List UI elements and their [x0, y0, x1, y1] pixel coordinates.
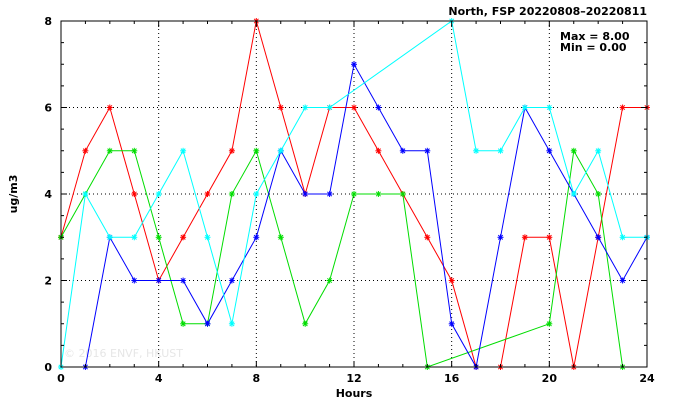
x-axis-label: Hours [336, 387, 373, 400]
data-point [253, 147, 260, 154]
data-point [253, 234, 260, 241]
data-point [326, 191, 333, 197]
data-point [326, 104, 333, 111]
data-point [204, 234, 211, 241]
data-point [375, 104, 382, 111]
y-tick-label: 8 [44, 15, 52, 28]
data-point [277, 234, 284, 241]
data-point [228, 191, 235, 197]
data-point [82, 147, 89, 154]
data-point [375, 147, 382, 154]
data-point [180, 234, 187, 241]
data-point [521, 234, 528, 241]
series-line [84, 62, 648, 369]
data-point [399, 191, 406, 197]
data-point [595, 234, 602, 241]
max-label: Max = 8.00 [560, 30, 630, 43]
y-tick-label: 4 [44, 188, 52, 201]
series-line [60, 149, 624, 368]
data-point [351, 191, 357, 197]
data-point [424, 147, 431, 154]
y-tick-label: 0 [44, 361, 52, 374]
y-tick-label: 6 [44, 102, 52, 115]
data-point [228, 277, 235, 284]
data-point [497, 147, 504, 154]
data-point [546, 234, 553, 241]
data-point [204, 191, 211, 197]
x-tick-label: 8 [253, 372, 261, 385]
data-point [351, 104, 357, 111]
data-point [619, 234, 626, 241]
data-point [424, 234, 431, 241]
chart-title: North, FSP 20220808–20220811 [448, 5, 647, 18]
data-point [204, 320, 211, 327]
x-tick-label: 24 [639, 372, 655, 385]
data-point [131, 191, 138, 197]
data-point [106, 234, 113, 241]
data-point [546, 104, 553, 111]
x-tick-label: 20 [542, 372, 558, 385]
data-point [595, 191, 602, 197]
series-2 [58, 147, 626, 370]
data-point [106, 104, 113, 111]
min-label: Min = 0.00 [560, 41, 627, 54]
data-point [131, 147, 138, 154]
data-point [131, 234, 138, 241]
data-point [155, 191, 162, 197]
data-point [351, 61, 357, 68]
data-point [302, 320, 309, 327]
data-point [253, 191, 260, 197]
data-point [180, 320, 187, 327]
data-point [82, 191, 89, 197]
data-point [375, 191, 382, 197]
x-tick-label: 4 [155, 372, 163, 385]
data-point [228, 147, 235, 154]
data-point [521, 104, 528, 111]
data-point [619, 277, 626, 284]
watermark: © 2016 ENVF, HKUST [64, 347, 183, 360]
data-point [546, 147, 553, 154]
data-point [302, 191, 309, 197]
data-point [326, 277, 333, 284]
data-point [570, 191, 577, 197]
data-point [399, 147, 406, 154]
data-point [228, 320, 235, 327]
data-point [595, 147, 602, 154]
data-point [106, 147, 113, 154]
data-point [570, 147, 577, 154]
data-point [546, 320, 553, 327]
y-axis-label: ug/m3 [7, 175, 20, 214]
x-tick-label: 0 [57, 372, 65, 385]
data-point [497, 234, 504, 241]
x-tick-label: 16 [444, 372, 460, 385]
x-tick-label: 12 [346, 372, 361, 385]
data-point [277, 147, 284, 154]
data-point [619, 104, 626, 111]
data-point [473, 147, 480, 154]
data-point [448, 277, 455, 284]
data-point [155, 234, 162, 241]
data-point [131, 277, 138, 284]
data-point [180, 147, 187, 154]
data-point [302, 104, 309, 111]
data-point [448, 320, 455, 327]
data-point [180, 277, 187, 284]
data-point [277, 104, 284, 111]
data-point [155, 277, 162, 284]
y-tick-label: 2 [44, 275, 52, 288]
